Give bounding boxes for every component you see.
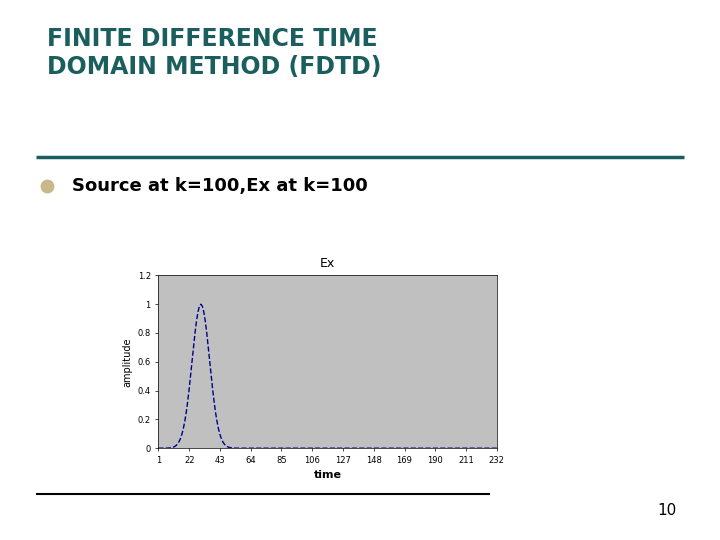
X-axis label: time: time	[314, 470, 341, 481]
Text: FINITE DIFFERENCE TIME
DOMAIN METHOD (FDTD): FINITE DIFFERENCE TIME DOMAIN METHOD (FD…	[47, 27, 382, 79]
Title: Ex: Ex	[320, 257, 336, 270]
Text: Source at k=100,Ex at k=100: Source at k=100,Ex at k=100	[72, 177, 368, 195]
Text: 10: 10	[657, 503, 677, 518]
Y-axis label: amplitude: amplitude	[122, 337, 132, 387]
